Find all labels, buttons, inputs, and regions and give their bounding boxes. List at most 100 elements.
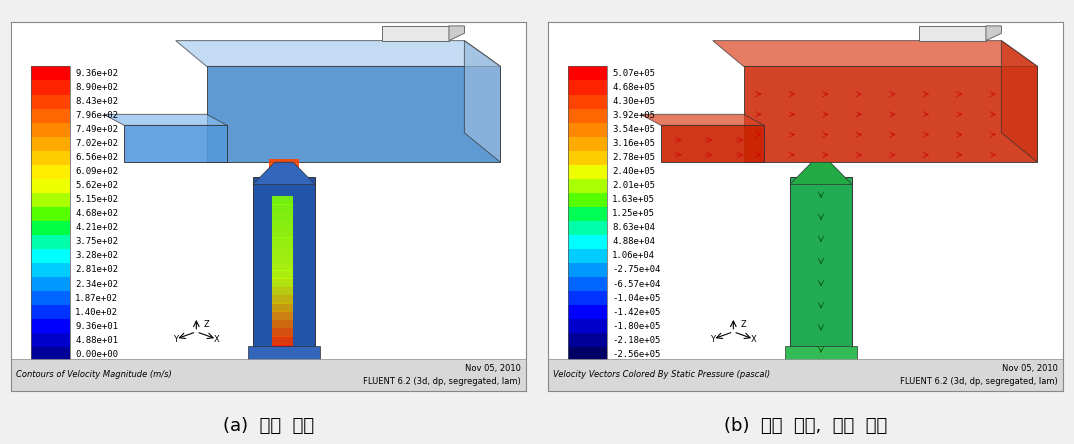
Bar bbox=[568, 95, 607, 108]
Bar bbox=[272, 204, 293, 213]
Bar bbox=[248, 346, 320, 361]
Polygon shape bbox=[103, 115, 228, 125]
Bar bbox=[272, 303, 293, 312]
Bar bbox=[272, 287, 293, 295]
Text: Y: Y bbox=[173, 335, 178, 344]
Polygon shape bbox=[206, 67, 500, 162]
Text: 3.75e+02: 3.75e+02 bbox=[75, 238, 118, 246]
Text: Nov 05, 2010: Nov 05, 2010 bbox=[465, 364, 521, 373]
Bar bbox=[31, 291, 70, 305]
Polygon shape bbox=[464, 41, 500, 162]
Bar bbox=[272, 221, 293, 230]
Bar bbox=[31, 179, 70, 193]
Bar bbox=[785, 346, 857, 361]
Text: Z: Z bbox=[741, 320, 746, 329]
Bar bbox=[31, 305, 70, 319]
Bar bbox=[568, 123, 607, 137]
Bar bbox=[272, 336, 293, 345]
Polygon shape bbox=[176, 41, 500, 67]
Polygon shape bbox=[986, 26, 1001, 41]
Bar bbox=[568, 179, 607, 193]
Text: 8.90e+02: 8.90e+02 bbox=[75, 83, 118, 92]
Bar bbox=[31, 235, 70, 249]
Text: 1.87e+02: 1.87e+02 bbox=[75, 293, 118, 302]
Bar bbox=[31, 95, 70, 108]
Text: 5.15e+02: 5.15e+02 bbox=[75, 195, 118, 204]
Bar bbox=[568, 80, 607, 95]
Text: 1.63e+05: 1.63e+05 bbox=[612, 195, 655, 204]
Text: -1.80e+05: -1.80e+05 bbox=[612, 321, 661, 331]
Bar bbox=[268, 159, 300, 177]
Bar bbox=[272, 262, 293, 270]
Bar bbox=[568, 67, 607, 80]
Bar bbox=[568, 221, 607, 235]
Bar bbox=[272, 196, 293, 205]
Bar bbox=[568, 235, 607, 249]
Text: 1.06e+04: 1.06e+04 bbox=[612, 251, 655, 261]
Text: 4.88e+01: 4.88e+01 bbox=[75, 336, 118, 345]
Text: Contours of Velocity Magnitude (m/s): Contours of Velocity Magnitude (m/s) bbox=[16, 370, 172, 379]
Bar bbox=[790, 177, 852, 361]
Bar bbox=[568, 333, 607, 347]
Text: 5.62e+02: 5.62e+02 bbox=[75, 181, 118, 190]
Polygon shape bbox=[662, 125, 765, 162]
Text: FLUENT 6.2 (3d, dp, segregated, lam): FLUENT 6.2 (3d, dp, segregated, lam) bbox=[363, 377, 521, 386]
Bar bbox=[31, 263, 70, 277]
Bar bbox=[568, 319, 607, 333]
Text: 4.68e+02: 4.68e+02 bbox=[75, 209, 118, 218]
Bar bbox=[272, 353, 293, 361]
Bar bbox=[31, 67, 70, 361]
Text: 4.88e+04: 4.88e+04 bbox=[612, 238, 655, 246]
Bar bbox=[11, 359, 526, 391]
Bar bbox=[31, 333, 70, 347]
Text: 2.34e+02: 2.34e+02 bbox=[75, 280, 118, 289]
Text: X: X bbox=[214, 335, 220, 344]
Text: 4.30e+05: 4.30e+05 bbox=[612, 97, 655, 106]
Text: 2.81e+02: 2.81e+02 bbox=[75, 266, 118, 274]
Bar bbox=[272, 270, 293, 279]
Bar bbox=[548, 359, 1063, 391]
Text: 2.01e+05: 2.01e+05 bbox=[612, 181, 655, 190]
Bar bbox=[31, 108, 70, 123]
Bar bbox=[272, 320, 293, 328]
Polygon shape bbox=[640, 115, 765, 125]
Text: 1.25e+05: 1.25e+05 bbox=[612, 209, 655, 218]
Polygon shape bbox=[713, 41, 1037, 67]
Bar bbox=[272, 246, 293, 254]
Bar bbox=[568, 277, 607, 291]
Bar bbox=[568, 108, 607, 123]
Text: Nov 05, 2010: Nov 05, 2010 bbox=[1002, 364, 1058, 373]
Bar bbox=[272, 213, 293, 221]
Bar bbox=[568, 151, 607, 165]
Bar bbox=[568, 291, 607, 305]
Text: 8.43e+02: 8.43e+02 bbox=[75, 97, 118, 106]
Bar bbox=[568, 67, 607, 361]
Text: 6.56e+02: 6.56e+02 bbox=[75, 153, 118, 162]
Bar bbox=[31, 137, 70, 151]
Text: 1.40e+02: 1.40e+02 bbox=[75, 308, 118, 317]
Text: Velocity Vectors Colored By Static Pressure (pascal): Velocity Vectors Colored By Static Press… bbox=[553, 370, 770, 379]
Bar bbox=[568, 207, 607, 221]
Text: 2.78e+05: 2.78e+05 bbox=[612, 153, 655, 162]
Polygon shape bbox=[449, 26, 464, 41]
Bar bbox=[272, 311, 293, 320]
Bar bbox=[272, 229, 293, 238]
Text: (a)  속도  분포: (a) 속도 분포 bbox=[223, 417, 314, 435]
Text: (b)  정압  분포,  속도  벡터: (b) 정압 분포, 속도 벡터 bbox=[724, 417, 887, 435]
Bar bbox=[568, 193, 607, 207]
Text: FLUENT 6.2 (3d, dp, segregated, lam): FLUENT 6.2 (3d, dp, segregated, lam) bbox=[900, 377, 1058, 386]
Bar bbox=[272, 237, 293, 246]
Text: Y: Y bbox=[710, 335, 715, 344]
Bar bbox=[272, 254, 293, 262]
Polygon shape bbox=[253, 162, 315, 184]
Text: -2.75e+04: -2.75e+04 bbox=[612, 266, 661, 274]
Polygon shape bbox=[743, 67, 1037, 162]
Text: 4.68e+05: 4.68e+05 bbox=[612, 83, 655, 92]
Bar bbox=[253, 177, 315, 361]
Bar bbox=[31, 165, 70, 179]
Polygon shape bbox=[125, 125, 228, 162]
Bar bbox=[568, 263, 607, 277]
Text: 9.36e+01: 9.36e+01 bbox=[75, 321, 118, 331]
Text: -6.57e+04: -6.57e+04 bbox=[612, 280, 661, 289]
Text: 2.40e+05: 2.40e+05 bbox=[612, 167, 655, 176]
